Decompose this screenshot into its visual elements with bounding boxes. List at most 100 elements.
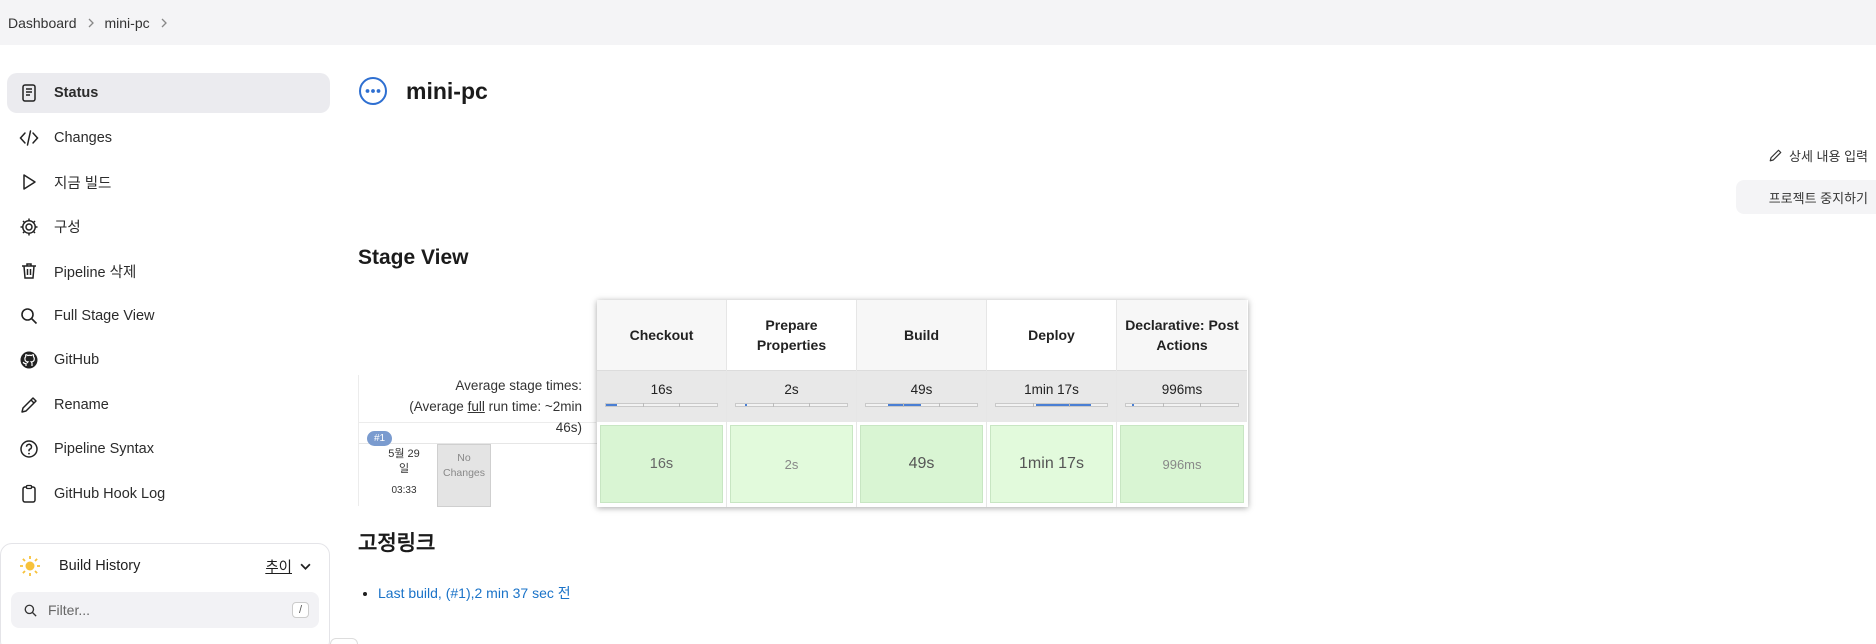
sidebar-item-status[interactable]: Status (7, 73, 330, 113)
sidebar-item-label: 구성 (54, 220, 81, 236)
stage-average-value: 996ms (1161, 382, 1203, 397)
sidebar-item-label: 지금 빌드 (54, 175, 112, 192)
avg-label-full-link[interactable]: full (467, 399, 485, 414)
avg-label-line1: Average stage times: (455, 378, 582, 393)
stage-average-value: 1min 17s (1024, 382, 1079, 397)
stage-cell[interactable]: 996ms (1120, 425, 1244, 503)
sidebar-item-label: Changes (54, 129, 113, 146)
breadcrumb-mini-pc[interactable]: mini-pc (104, 14, 150, 31)
trend-label[interactable]: 추이 (265, 559, 292, 576)
stage-column: Checkout 16s 16s (597, 300, 727, 507)
filter-input[interactable] (48, 602, 278, 618)
stage-average-value: 16s (650, 382, 673, 397)
sidebar-item-delete-pipeline[interactable]: Pipeline 삭제 (7, 251, 330, 291)
trash-icon (19, 261, 39, 281)
code-icon (19, 128, 39, 148)
run-date: 5월 29 일 (381, 447, 427, 477)
sidebar-item-label: Full Stage View (54, 307, 155, 324)
chevron-right-icon[interactable] (77, 16, 105, 30)
avg-label-line3: 46s) (555, 420, 582, 435)
divider (359, 443, 597, 444)
stage-progress-bar (995, 403, 1108, 407)
sidebar-item-github[interactable]: GitHub (7, 340, 330, 380)
stage-name: Deploy (987, 300, 1116, 370)
stage-progress-fill (1035, 404, 1092, 406)
sidebar-item-rename[interactable]: Rename (7, 385, 330, 425)
sidebar-item-label: GitHub (54, 352, 100, 368)
sidebar-item-build-now[interactable]: 지금 빌드 (7, 162, 330, 202)
disable-project-label: 프로젝트 중지하기 (1768, 190, 1868, 206)
sidebar-item-label: Pipeline Syntax (54, 441, 154, 457)
sidebar-item-label: Pipeline 삭제 (54, 264, 137, 281)
breadcrumb-dashboard[interactable]: Dashboard (8, 14, 77, 31)
stage-average: 2s (727, 370, 856, 422)
gear-icon (19, 217, 39, 237)
stage-cell[interactable]: 2s (730, 425, 853, 503)
stage-name: Build (857, 300, 986, 370)
weather-sunny-icon (20, 556, 40, 576)
build-history-filter[interactable]: / (11, 592, 319, 628)
chevron-down-icon[interactable] (300, 561, 311, 572)
stage-progress-bar (1125, 403, 1239, 407)
build-number-badge[interactable]: #1 (367, 431, 393, 446)
sidebar-item-label: Status (54, 85, 99, 101)
play-icon (19, 172, 39, 192)
in-progress-icon (359, 77, 387, 105)
stage-progress-bar (865, 403, 978, 407)
stage-progress-bar (605, 403, 718, 407)
no-changes-box: No Changes (437, 444, 491, 507)
search-icon (19, 306, 39, 326)
average-stage-times-label: Average stage times: (Average full run t… (358, 375, 596, 422)
avg-label-suffix: run time: ~2min (484, 399, 582, 414)
stage-average-value: 49s (910, 382, 933, 397)
run-date-line1: 5월 29 (388, 448, 420, 460)
stage-progress-fill (744, 404, 748, 406)
run-row-header: 46s) #1 5월 29 일 03:33 No Changes (358, 420, 597, 507)
keyboard-shortcut-hint: / (291, 602, 309, 618)
edit-description-button[interactable]: 상세 내용 입력 (1736, 142, 1876, 168)
sidebar-item-full-stage-view[interactable]: Full Stage View (7, 296, 330, 336)
stage-cell[interactable]: 16s (600, 425, 723, 503)
help-circle-icon (19, 439, 39, 459)
sidebar-item-changes[interactable]: Changes (7, 118, 330, 158)
stage-progress-fill (606, 404, 618, 406)
stage-name: Prepare Properties (727, 300, 856, 370)
avg-label-prefix: (Average (409, 399, 468, 414)
sidebar-item-pipeline-syntax[interactable]: Pipeline Syntax (7, 429, 330, 469)
avg-label-line2: (Average full run time: ~2min (359, 396, 582, 417)
sidebar-item-label: Rename (54, 396, 109, 413)
stage-average: 996ms (1117, 370, 1247, 422)
permalinks-heading: 고정링크 (358, 532, 436, 555)
sidebar-item-label: GitHub Hook Log (54, 485, 166, 502)
sidebar: Status Changes 지금 빌드 구성 Pipeline 삭제 Full… (7, 73, 330, 518)
stage-progress-bar (735, 403, 848, 407)
clipboard-icon (19, 484, 39, 504)
stage-column: Deploy 1min 17s 1min 17s (987, 300, 1117, 507)
stage-view-table: Checkout 16s 16s Prepare Properties 2s 2… (597, 300, 1248, 507)
disable-project-button[interactable]: 프로젝트 중지하기 (1736, 180, 1876, 214)
github-icon (19, 350, 39, 370)
sidebar-item-github-hook-log[interactable]: GitHub Hook Log (7, 474, 330, 514)
build-history-panel: Build History 추이 / (0, 543, 330, 644)
edit-description-label: 상세 내용 입력 (1789, 148, 1868, 164)
page-title: mini-pc (406, 77, 488, 104)
build-history-title: Build History (59, 558, 141, 574)
chevron-right-icon[interactable] (150, 16, 178, 30)
stage-average: 49s (857, 370, 986, 422)
run-date-line2: 일 (398, 463, 410, 475)
stage-column: Build 49s 49s (857, 300, 987, 507)
trend-dropdown[interactable]: 추이 (265, 556, 311, 577)
stage-column: Prepare Properties 2s 2s (727, 300, 857, 507)
sidebar-item-configure[interactable]: 구성 (7, 207, 330, 247)
stage-cell[interactable]: 1min 17s (990, 425, 1113, 503)
stage-progress-fill (888, 404, 922, 406)
stage-column: Declarative: Post Actions 996ms 996ms (1117, 300, 1247, 507)
stage-name: Declarative: Post Actions (1117, 300, 1247, 370)
stage-average: 1min 17s (987, 370, 1116, 422)
run-time: 03:33 (391, 485, 417, 496)
permalink-last-build[interactable]: Last build, (#1),2 min 37 sec 전 (378, 585, 571, 601)
search-icon (24, 604, 37, 617)
list-item: Last build, (#1),2 min 37 sec 전 (378, 583, 571, 603)
collapse-handle[interactable] (330, 638, 358, 644)
stage-cell[interactable]: 49s (860, 425, 983, 503)
